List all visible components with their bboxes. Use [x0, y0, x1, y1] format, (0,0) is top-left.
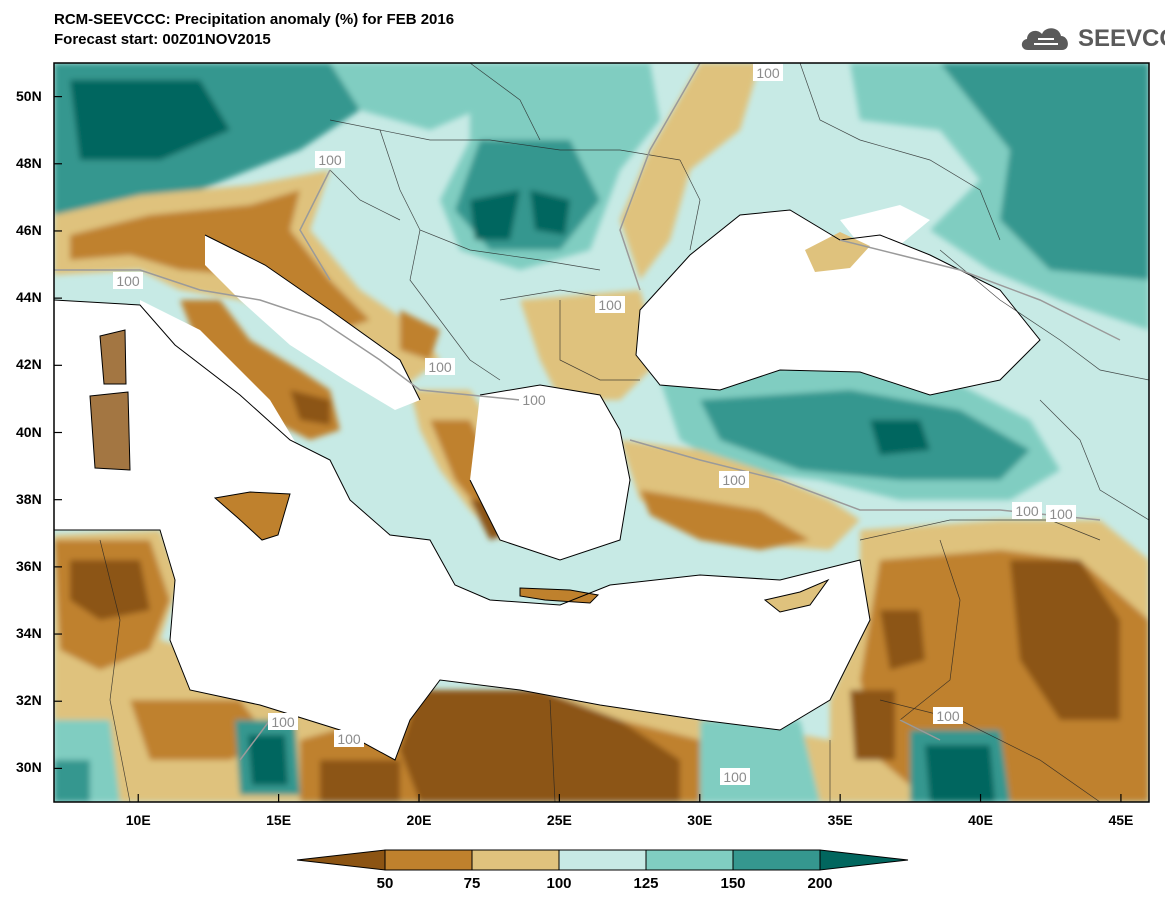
colorbar-swatch	[732, 849, 821, 871]
svg-text:100: 100	[723, 769, 747, 785]
colorbar-label: 150	[720, 875, 746, 892]
colorbar-swatch	[819, 849, 909, 871]
colorbar	[296, 849, 909, 871]
colorbar-label: 200	[807, 875, 833, 892]
colorbar-swatch	[384, 849, 473, 871]
contour-label: 100	[720, 768, 750, 785]
black-sea	[636, 210, 1040, 395]
map-field	[54, 63, 1149, 802]
colorbar-label: 50	[376, 875, 394, 892]
svg-text:100: 100	[318, 152, 342, 168]
contour-label: 100	[753, 64, 783, 81]
contour-label: 100	[334, 730, 364, 747]
seevccc-logo: SEEVCCC	[1018, 22, 1165, 56]
corsica	[100, 330, 126, 384]
svg-text:100: 100	[116, 273, 140, 289]
y-tick-label: 50N	[16, 87, 42, 104]
contour-label: 100	[315, 151, 345, 168]
svg-text:100: 100	[337, 731, 361, 747]
y-tick-label: 42N	[16, 356, 42, 373]
x-tick-label: 25E	[546, 812, 572, 828]
x-tick-label: 40E	[968, 812, 993, 828]
contour-label: 100	[425, 358, 455, 375]
y-tick-label: 38N	[16, 490, 42, 507]
x-tick-label: 30E	[687, 812, 713, 828]
chart-subtitle: Forecast start: 00Z01NOV2015	[54, 31, 271, 48]
sardinia	[90, 392, 130, 470]
sicily	[215, 492, 290, 540]
sea-areas	[54, 205, 1040, 760]
colorbar-label: 100	[546, 875, 572, 892]
colorbar-swatch	[645, 849, 734, 871]
svg-text:100: 100	[756, 65, 780, 81]
logo-text: SEEVCCC	[1078, 25, 1165, 52]
sea-of-azov	[840, 205, 930, 245]
axis-ticks	[54, 95, 1122, 802]
svg-text:100: 100	[522, 392, 546, 408]
contour-label: 100	[1046, 505, 1076, 522]
y-tick-label: 44N	[16, 289, 42, 306]
contour-label: 100	[268, 713, 298, 730]
svg-text:100: 100	[271, 714, 295, 730]
y-tick-label: 34N	[16, 625, 42, 642]
x-tick-label: 10E	[125, 812, 151, 828]
cloud-icon	[1021, 28, 1068, 50]
colorbar-swatch	[296, 849, 386, 871]
adriatic-sea	[205, 235, 420, 410]
y-tick-label: 36N	[16, 557, 42, 574]
contour-label: 100	[519, 391, 549, 408]
chart-title: RCM-SEEVCCC: Precipitation anomaly (%) f…	[54, 11, 455, 28]
contour-label: 100	[719, 471, 749, 488]
country-borders	[99, 63, 1149, 802]
cyprus	[765, 580, 828, 612]
tyrrhenian-sea	[140, 300, 300, 480]
contour-label: 100	[595, 296, 625, 313]
colorbar-label: 125	[633, 875, 659, 892]
y-tick-label: 32N	[16, 692, 42, 709]
svg-text:100: 100	[936, 708, 960, 724]
svg-text:100: 100	[598, 297, 622, 313]
y-tick-label: 30N	[16, 759, 42, 776]
y-tick-label: 46N	[16, 221, 42, 238]
contour-label: 100	[1012, 502, 1042, 519]
x-tick-label: 20E	[406, 812, 432, 828]
svg-text:100: 100	[722, 472, 746, 488]
contour-labels: 100 100 100 100 100 100 100 100 100 100 100 100 100	[113, 64, 1076, 785]
aegean-sea	[470, 385, 630, 560]
svg-text:100: 100	[1049, 506, 1073, 522]
x-tick-label: 15E	[266, 812, 292, 828]
y-tick-label: 40N	[16, 423, 42, 440]
colorbar-label: 75	[463, 875, 481, 892]
svg-text:100: 100	[1015, 503, 1039, 519]
x-tick-label: 45E	[1108, 812, 1134, 828]
y-tick-label: 48N	[16, 154, 42, 171]
colorbar-swatch	[558, 849, 647, 871]
crimea	[805, 232, 870, 272]
x-tick-label: 35E	[827, 812, 853, 828]
colorbar-swatch	[471, 849, 560, 871]
chart-title-block: RCM-SEEVCCC: Precipitation anomaly (%) f…	[54, 10, 454, 50]
contour-label: 100	[933, 707, 963, 724]
svg-text:100: 100	[428, 359, 452, 375]
contour-label: 100	[113, 272, 143, 289]
